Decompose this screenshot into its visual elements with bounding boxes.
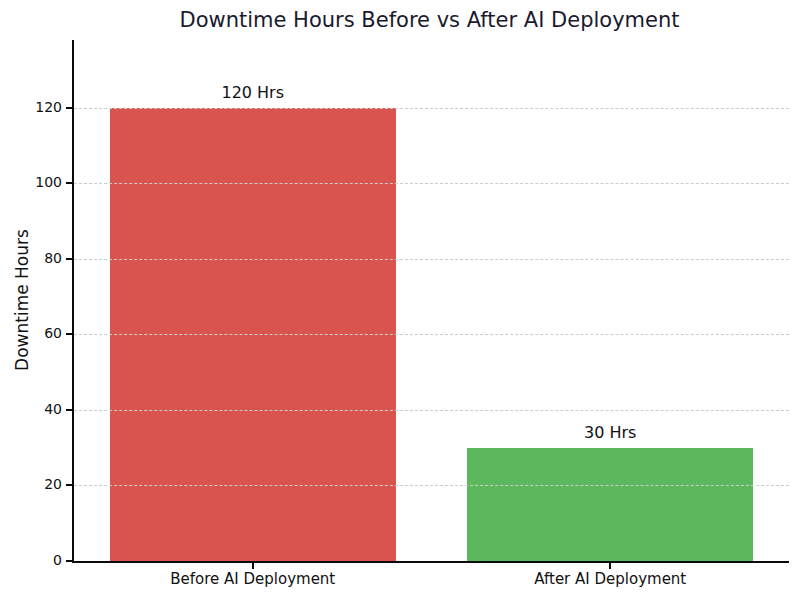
y-axis-tick	[66, 560, 72, 562]
y-axis-tick	[66, 182, 72, 184]
y-axis-tick	[66, 333, 72, 335]
y-axis-tick	[66, 409, 72, 411]
bar-chart-figure: Downtime Hours Before vs After AI Deploy…	[0, 0, 800, 600]
y-tick-label: 20	[12, 476, 62, 492]
y-tick-label: 40	[12, 401, 62, 417]
x-axis-tick	[609, 563, 611, 569]
y-axis-tick	[66, 107, 72, 109]
y-axis-tick	[66, 258, 72, 260]
y-axis-tick	[66, 484, 72, 486]
y-tick-label: 100	[12, 174, 62, 190]
plot-area: 020406080100120120 HrsBefore AI Deployme…	[72, 40, 789, 563]
gridline	[74, 183, 789, 184]
gridline	[74, 334, 789, 335]
x-axis-tick	[252, 563, 254, 569]
gridline	[74, 108, 789, 109]
bar-after	[467, 448, 753, 561]
x-tick-label: After AI Deployment	[480, 570, 740, 588]
y-tick-label: 80	[12, 250, 62, 266]
gridline	[74, 259, 789, 260]
y-tick-label: 120	[12, 99, 62, 115]
chart-title: Downtime Hours Before vs After AI Deploy…	[72, 8, 787, 32]
gridline	[74, 485, 789, 486]
x-tick-label: Before AI Deployment	[123, 570, 383, 588]
y-tick-label: 0	[12, 552, 62, 568]
gridline	[74, 410, 789, 411]
bar-value-label: 30 Hrs	[480, 423, 740, 442]
y-tick-label: 60	[12, 325, 62, 341]
bar-value-label: 120 Hrs	[123, 83, 383, 102]
